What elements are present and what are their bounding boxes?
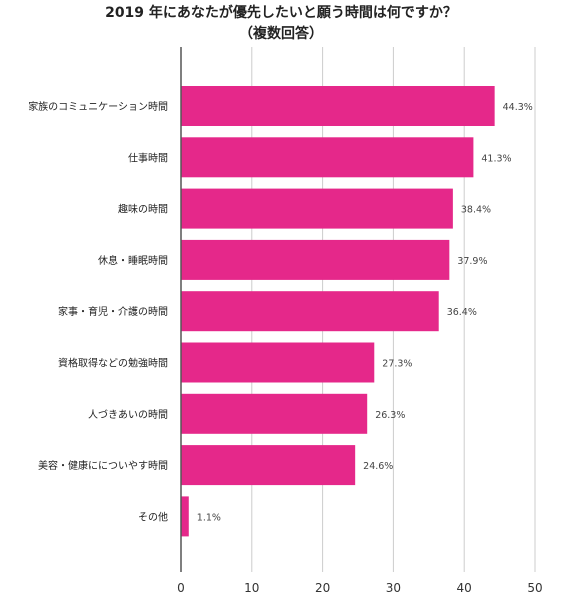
category-labels: 家族のコミュニケーション時間仕事時間趣味の時間休息・睡眠時間家事・育児・介護の時…: [28, 100, 168, 523]
value-label: 44.3%: [503, 102, 533, 113]
value-label: 1.1%: [197, 512, 221, 523]
value-label: 24.6%: [363, 461, 393, 472]
value-label: 36.4%: [447, 307, 477, 318]
category-label: 仕事時間: [128, 151, 168, 164]
category-label: 休息・睡眠時間: [98, 254, 168, 267]
x-tick-labels: 0 10 20 30 40 50: [177, 581, 542, 595]
bars: [181, 86, 495, 537]
bar: [181, 239, 450, 280]
bar: [181, 496, 189, 537]
bar: [181, 291, 439, 332]
chart-subtitle: （複数回答）: [239, 25, 323, 42]
chart-title: 2019 年にあなたが優先したいと願う時間は何ですか？: [105, 4, 457, 21]
value-labels: 44.3% 41.3% 38.4% 37.9% 36.4% 27.3% 26.3% 24.6%…: [197, 102, 533, 523]
category-label: 人づきあいの時間: [88, 409, 168, 421]
x-tick-label: 40: [457, 581, 472, 595]
value-label: 37.9%: [457, 256, 487, 267]
category-label: その他: [138, 510, 168, 523]
x-tick-label: 0: [177, 581, 185, 595]
x-tick-label: 30: [386, 581, 401, 595]
x-tick-label: 20: [315, 581, 330, 595]
value-label: 26.3%: [375, 410, 405, 421]
category-label: 美容・健康にについやす時間: [38, 459, 168, 472]
bar: [181, 86, 495, 126]
bar: [181, 342, 375, 383]
bar: [181, 445, 356, 486]
bar: [181, 137, 474, 178]
category-label: 家族のコミュニケーション時間: [28, 100, 168, 113]
value-label: 38.4%: [461, 205, 491, 216]
bar: [181, 393, 368, 434]
value-label: 27.3%: [382, 359, 412, 370]
category-label: 資格取得などの勉強時間: [58, 357, 168, 370]
bar: [181, 188, 453, 229]
value-label: 41.3%: [481, 153, 511, 164]
x-tick-label: 10: [244, 581, 259, 595]
category-label: 家事・育児・介護の時間: [58, 305, 168, 318]
category-label: 趣味の時間: [118, 203, 168, 216]
x-tick-label: 50: [527, 581, 542, 595]
